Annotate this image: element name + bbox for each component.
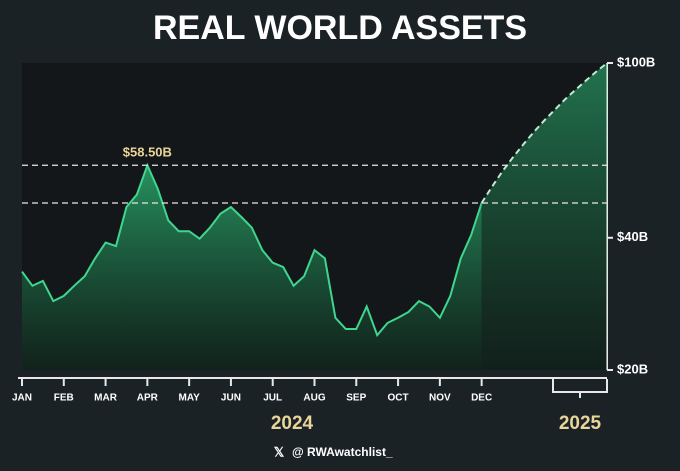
y-tick-label: $40B xyxy=(617,229,648,244)
year-bracket xyxy=(552,379,608,398)
x-tick-label: MAR xyxy=(94,393,118,404)
footer: @ RWAwatchlist_ xyxy=(292,445,393,459)
chart-title: REAL WORLD ASSETS xyxy=(153,9,527,47)
y-tick-label: $20B xyxy=(617,361,648,376)
series-line xyxy=(21,162,483,338)
y-tick-label: $100B xyxy=(617,54,655,69)
x-tick-label: JUN xyxy=(221,393,241,404)
x-tick-label: SEP xyxy=(346,393,366,404)
x-tick-label: FEB xyxy=(54,393,74,404)
x-tick-label: JAN xyxy=(12,393,32,404)
area-fill xyxy=(481,63,607,370)
x-logo: 𝕏 xyxy=(274,444,285,459)
x-tick-label: APR xyxy=(137,393,159,404)
area-fill xyxy=(22,165,482,370)
year-label: 2025 xyxy=(559,413,602,434)
x-tick-label: MAY xyxy=(178,393,200,404)
x-tick-label: DEC xyxy=(471,393,492,404)
x-tick-label: AUG xyxy=(303,393,325,404)
series-line xyxy=(480,62,608,204)
x-tick-label: OCT xyxy=(388,393,409,404)
peak-label: $58.50B xyxy=(123,145,172,160)
x-tick-label: JUL xyxy=(263,393,282,404)
year-label: 2024 xyxy=(271,413,314,434)
x-tick-label: NOV xyxy=(429,393,451,404)
